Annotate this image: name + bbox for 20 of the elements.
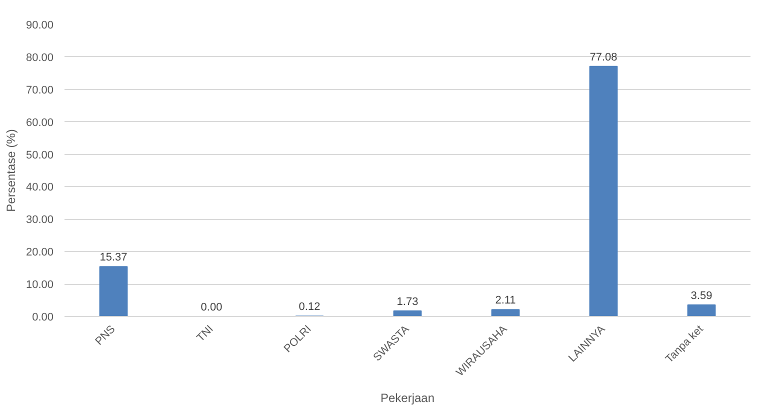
y-tick-label: 0.00 — [32, 312, 54, 324]
y-tick-label: 20.00 — [26, 246, 54, 259]
data-label: 2.11 — [495, 294, 516, 307]
data-label: 0.12 — [298, 301, 320, 314]
y-tick-label: 30.00 — [26, 214, 54, 226]
y-axis-title: Persentase (%) — [4, 129, 18, 212]
x-tick-label: TNI — [194, 323, 216, 344]
data-label: 15.37 — [100, 252, 128, 264]
data-label: 3.59 — [690, 290, 712, 302]
data-label: 0.00 — [200, 302, 222, 314]
y-tick-label: 90.00 — [26, 20, 54, 32]
data-label: 77.08 — [590, 51, 618, 64]
y-tick-label: 10.00 — [26, 279, 54, 292]
y-tick-label: 80.00 — [26, 52, 54, 64]
y-tick-label: 70.00 — [26, 84, 54, 96]
x-axis-title: Pekerjaan — [380, 391, 435, 406]
y-tick-label: 40.00 — [26, 182, 54, 194]
y-tick-label: 50.00 — [26, 149, 54, 162]
data-label: 1.73 — [396, 296, 418, 308]
y-tick-label: 60.00 — [26, 116, 54, 129]
